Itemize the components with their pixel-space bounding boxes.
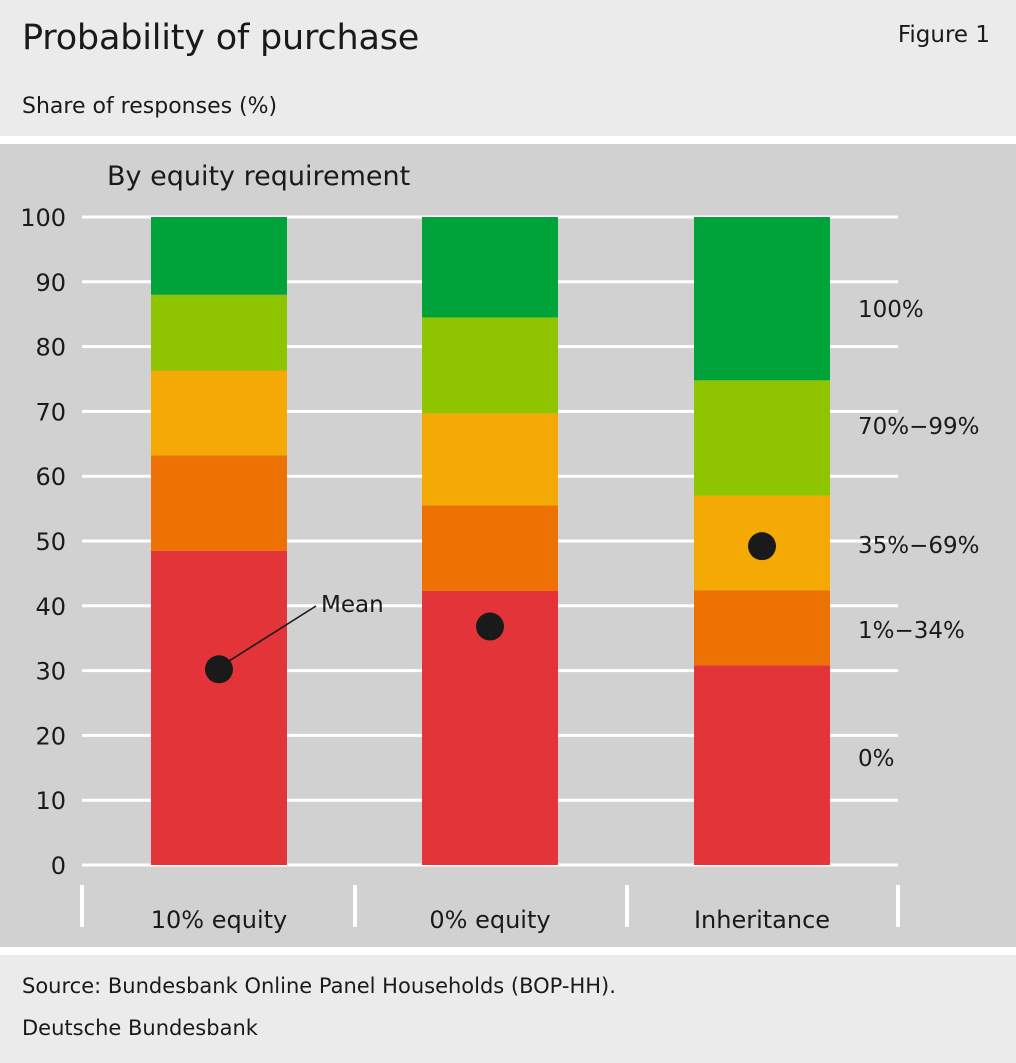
- source-note: Source: Bundesbank Online Panel Househol…: [22, 974, 616, 998]
- y-axis: 0 10 20 30 40 50 60 70 80 90 100: [20, 204, 66, 880]
- chart-title: Probability of purchase: [22, 18, 420, 58]
- mean-markers: Mean: [205, 532, 776, 684]
- legend-label: 70%−99%: [858, 414, 980, 440]
- chart-subtitle: Share of responses (%): [22, 94, 278, 119]
- chart-header: [0, 0, 1016, 136]
- bar-segment: [151, 217, 287, 295]
- mean-marker: [476, 612, 504, 641]
- legend: 0% 1%−34% 35%−69% 70%−99% 100%: [858, 297, 980, 772]
- mean-callout-line: [226, 605, 317, 663]
- x-axis: 10% equity 0% equity Inheritance: [80, 885, 900, 934]
- y-tick-label: 70: [35, 398, 66, 426]
- panel-title: By equity requirement: [107, 161, 410, 192]
- bar-segment: [151, 294, 287, 371]
- y-tick-label: 40: [35, 593, 66, 621]
- y-tick-label: 100: [20, 204, 66, 232]
- bar-segment: [151, 550, 287, 865]
- publisher-name: Deutsche Bundesbank: [22, 1016, 258, 1040]
- bar-segment: [694, 380, 830, 496]
- header-divider: [0, 136, 1016, 144]
- x-tick-label: Inheritance: [694, 906, 830, 934]
- legend-label: 100%: [858, 297, 924, 323]
- mean-callout-label: Mean: [321, 592, 384, 618]
- bar-segment: [694, 217, 830, 381]
- x-tick-label: 10% equity: [151, 906, 287, 934]
- bar-segment: [151, 455, 287, 551]
- y-tick-label: 90: [35, 269, 66, 297]
- legend-label: 1%−34%: [858, 618, 965, 644]
- y-tick-label: 60: [35, 463, 66, 491]
- bars: [151, 217, 830, 865]
- bar-segment: [694, 665, 830, 865]
- legend-label: 35%−69%: [858, 533, 980, 559]
- bar-segment: [422, 317, 558, 414]
- footer-divider: [0, 947, 1016, 955]
- y-tick-label: 80: [35, 334, 66, 362]
- mean-marker: [205, 655, 233, 684]
- bar-segment: [422, 505, 558, 591]
- y-tick-label: 20: [35, 722, 66, 750]
- y-tick-label: 10: [35, 787, 66, 815]
- bar-segment: [422, 217, 558, 318]
- chart-footer: [0, 955, 1016, 1063]
- y-tick-label: 50: [35, 528, 66, 556]
- mean-marker: [748, 532, 776, 561]
- figure-label: Figure 1: [897, 22, 990, 48]
- y-tick-label: 0: [51, 852, 66, 880]
- bar-segment: [151, 370, 287, 456]
- y-tick-label: 30: [35, 658, 66, 686]
- legend-label: 0%: [858, 746, 895, 772]
- bar-segment: [694, 590, 830, 666]
- bar-segment: [422, 413, 558, 506]
- x-tick-label: 0% equity: [429, 906, 550, 934]
